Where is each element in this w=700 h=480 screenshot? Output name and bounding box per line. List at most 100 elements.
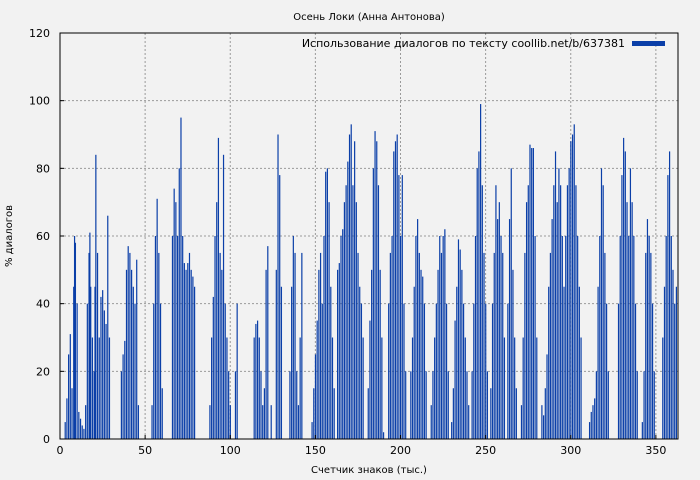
bar <box>188 252 191 439</box>
bar <box>498 202 500 439</box>
bar <box>131 269 133 439</box>
x-axis-label: Счетчик знаков (тыс.) <box>311 465 427 476</box>
bar <box>532 148 534 440</box>
bar <box>270 405 272 439</box>
bar <box>98 337 100 439</box>
bar <box>663 286 666 439</box>
y-tick-label: 20 <box>36 365 50 378</box>
bar <box>425 371 427 439</box>
bar <box>554 151 557 439</box>
bar <box>134 303 136 439</box>
bar <box>599 236 601 439</box>
bar <box>548 286 550 439</box>
bar <box>93 371 95 439</box>
bar <box>442 236 444 439</box>
bar <box>103 310 105 439</box>
bar <box>221 269 223 439</box>
bar <box>454 320 456 439</box>
bars <box>64 104 677 440</box>
bar <box>289 371 291 439</box>
bar <box>507 303 509 439</box>
y-tick-label: 80 <box>36 162 50 175</box>
bar <box>151 405 153 439</box>
bar <box>510 168 512 440</box>
bar <box>476 168 478 440</box>
bar <box>190 269 192 439</box>
bar <box>500 236 502 439</box>
bar <box>573 124 575 439</box>
bar <box>434 337 436 439</box>
bar <box>553 185 555 439</box>
grid <box>60 33 678 439</box>
x-ticks: 0 50 100 150 200 250 300 350 <box>57 435 666 457</box>
bar <box>253 337 255 439</box>
bar <box>154 236 157 439</box>
x-tick-label: 300 <box>560 444 581 457</box>
bar <box>66 398 68 439</box>
bar <box>78 411 80 439</box>
bar <box>439 236 441 439</box>
bar <box>280 286 283 439</box>
bar <box>265 269 267 439</box>
bar <box>447 371 449 439</box>
bar <box>418 252 420 439</box>
bar <box>459 249 461 439</box>
bar <box>76 303 78 439</box>
bar <box>512 269 514 439</box>
bar <box>367 388 369 439</box>
bar <box>602 185 604 439</box>
bar <box>514 337 516 439</box>
bar <box>401 175 403 439</box>
bar <box>486 371 489 439</box>
bar <box>556 202 558 439</box>
bar <box>389 252 391 439</box>
chart-title: Осень Локи (Анна Антонова) <box>293 12 445 23</box>
bar <box>108 337 111 439</box>
bar <box>379 269 381 439</box>
bar <box>94 286 96 439</box>
x-tick-label: 200 <box>390 444 411 457</box>
bar <box>520 405 523 439</box>
bar <box>374 131 376 439</box>
bar <box>629 168 632 440</box>
bar <box>648 236 650 439</box>
bar <box>435 303 437 439</box>
bar <box>398 175 400 439</box>
bar <box>279 175 281 439</box>
bar <box>297 405 300 439</box>
bar <box>491 303 494 439</box>
bar <box>173 188 175 439</box>
bar <box>211 337 213 439</box>
bar <box>316 320 318 439</box>
bar <box>159 303 162 439</box>
bar <box>483 252 485 439</box>
bar <box>403 303 405 439</box>
bar <box>236 303 238 439</box>
bar <box>508 219 511 439</box>
bar <box>81 425 83 439</box>
bar <box>546 354 548 439</box>
bar <box>634 303 637 439</box>
bar <box>525 202 528 439</box>
bar <box>291 286 293 439</box>
bar <box>89 232 91 439</box>
bar <box>551 219 553 439</box>
bar <box>91 337 94 439</box>
bar <box>549 252 552 439</box>
bar <box>662 337 664 439</box>
bar <box>359 286 361 439</box>
bar <box>560 185 562 439</box>
legend-label: Использование диалогов по тексту coollib… <box>302 37 625 50</box>
bar <box>326 168 328 440</box>
bar <box>563 286 565 439</box>
bar <box>561 236 563 439</box>
bar <box>440 252 443 439</box>
bar <box>451 422 453 439</box>
bar <box>571 134 574 439</box>
bar <box>85 405 87 439</box>
y-tick-label: 0 <box>43 433 50 446</box>
bar <box>650 252 652 439</box>
legend: Использование диалогов по тексту coollib… <box>302 37 665 50</box>
bar <box>318 269 320 439</box>
bar <box>74 242 77 439</box>
